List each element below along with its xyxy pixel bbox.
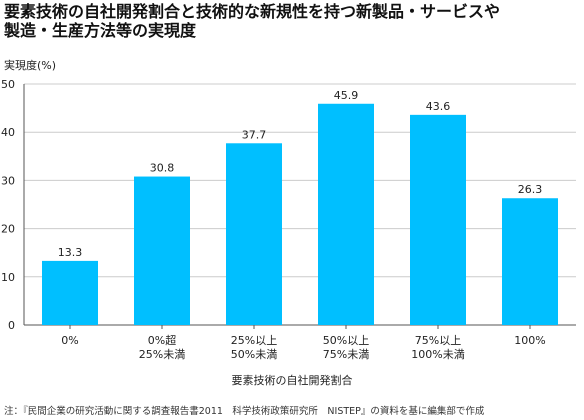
x-axis-label: 要素技術の自社開発割合	[231, 374, 353, 387]
x-tick-label: 0%	[61, 334, 78, 347]
bar	[42, 260, 98, 325]
source-note: 注：『民間企業の研究活動に関する調査報告書2011 科学技術政策研究所 NIST…	[4, 406, 485, 417]
data-label: 26.3	[518, 183, 543, 196]
y-tick-label: 40	[1, 126, 15, 139]
data-label: 45.9	[334, 89, 359, 102]
y-tick-label: 50	[1, 78, 15, 91]
x-tick-label: 25%以上	[231, 334, 277, 347]
y-tick-label: 30	[1, 174, 15, 187]
x-tick-label: 0%超	[148, 333, 176, 347]
chart-title-line-1: 要素技術の自社開発割合と技術的な新規性を持つ新製品・サービスや	[4, 2, 501, 21]
data-label: 43.6	[426, 100, 451, 113]
y-tick-label: 10	[1, 271, 15, 284]
data-label: 30.8	[150, 162, 175, 175]
x-tick-label: 25%未満	[139, 348, 185, 361]
bar	[502, 198, 558, 325]
bar	[226, 143, 282, 325]
x-tick-label: 50%以上	[323, 334, 369, 347]
y-tick-label: 0	[8, 319, 15, 332]
chart-title: 要素技術の自社開発割合と技術的な新規性を持つ新製品・サービスや 製造・生産方法等…	[4, 2, 580, 40]
data-label: 13.3	[58, 246, 83, 259]
data-label: 37.7	[242, 128, 267, 141]
chart-title-line-2: 製造・生産方法等の実現度	[4, 21, 197, 40]
x-tick-label: 100%	[514, 334, 545, 347]
bar-chart: 0102030405013.30%30.80%超25%未満37.725%以上50…	[1, 78, 576, 361]
bar	[134, 176, 190, 325]
y-axis-label: 実現度(%)	[4, 59, 57, 72]
x-tick-label: 75%未満	[323, 348, 369, 361]
x-tick-label: 50%未満	[231, 348, 277, 361]
x-tick-label: 100%未満	[411, 348, 464, 361]
bar	[318, 103, 374, 326]
y-tick-label: 20	[1, 223, 15, 236]
bar	[410, 114, 466, 326]
x-tick-label: 75%以上	[415, 334, 461, 347]
